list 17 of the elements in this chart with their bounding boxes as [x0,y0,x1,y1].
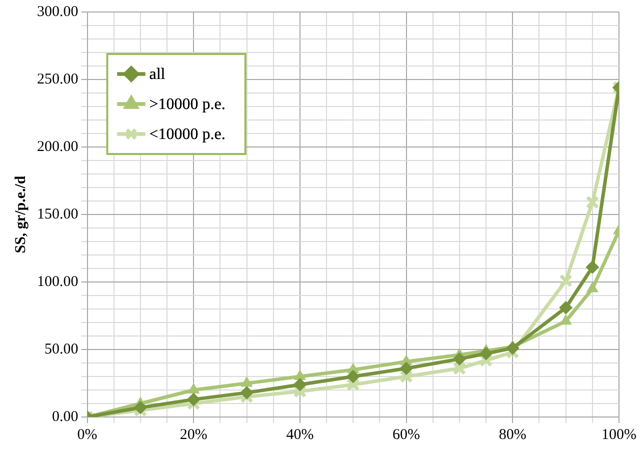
y-tick-label: 150.00 [37,206,78,222]
y-axis-title: SS, gr/p.e./d [12,175,29,254]
y-tick-label: 0.00 [52,408,78,425]
x-tick-label: 60% [392,426,420,443]
y-tick-label: 50.00 [44,341,78,358]
x-tick-label: 100% [602,426,636,443]
legend-label: >10000 p.e. [149,96,226,114]
y-tick-label: 250.00 [37,71,78,88]
legend-label: <10000 p.e. [149,126,226,144]
y-tick-label: 200.00 [37,138,78,155]
y-tick-label: 300.00 [37,4,78,20]
x-tick-label: 20% [180,426,208,443]
x-tick-label: 40% [286,426,314,443]
legend-label: all [149,66,166,84]
x-tick-label: 80% [498,426,526,443]
y-tick-label: 100.00 [37,274,78,290]
x-tick-label: 0% [77,426,98,443]
